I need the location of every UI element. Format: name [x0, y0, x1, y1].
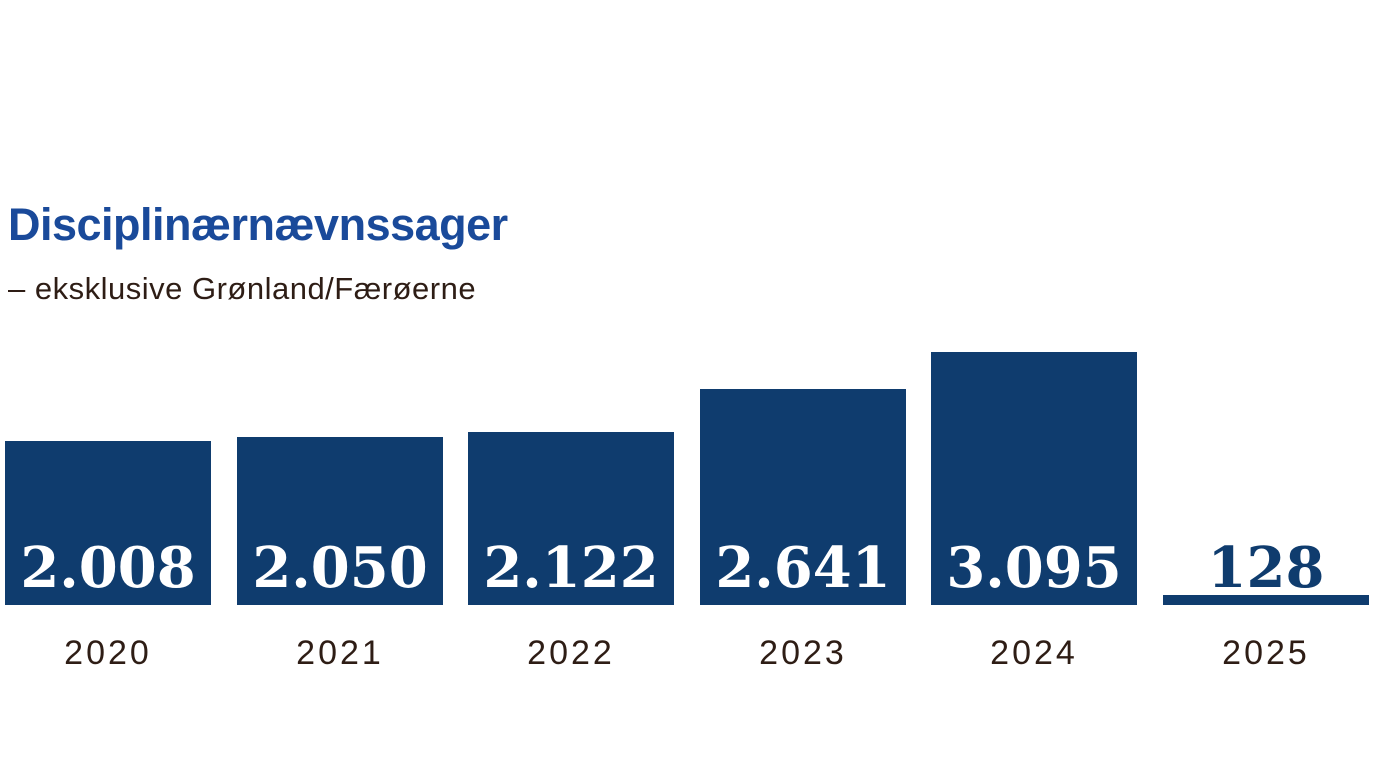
x-axis-label-2020: 2020: [64, 634, 152, 672]
x-axis-label-2024: 2024: [990, 634, 1078, 672]
bar-value-label-2024: 3.095: [946, 535, 1122, 601]
chart-subtitle: – eksklusive Grønland/Færøerne: [8, 271, 477, 306]
bar-value-label-2020: 2.008: [20, 535, 196, 601]
x-axis-label-2021: 2021: [296, 634, 384, 672]
bar-2021: [237, 437, 443, 605]
bar-2022: [468, 432, 674, 605]
x-axis-label-2023: 2023: [759, 634, 847, 672]
bar-value-label-2025: 128: [1207, 535, 1325, 601]
chart-title: Disciplinærnævnssager: [8, 199, 508, 250]
x-axis-label-2022: 2022: [527, 634, 615, 672]
bar-2025: [1163, 595, 1369, 605]
bar-value-label-2023: 2.641: [715, 535, 891, 601]
bar-value-label-2022: 2.122: [483, 535, 659, 601]
bar-2023: [700, 389, 906, 605]
bar-value-label-2021: 2.050: [252, 535, 428, 601]
x-axis-label-2025: 2025: [1222, 634, 1310, 672]
bar-2020: [5, 441, 211, 605]
bar-2024: [931, 352, 1137, 605]
